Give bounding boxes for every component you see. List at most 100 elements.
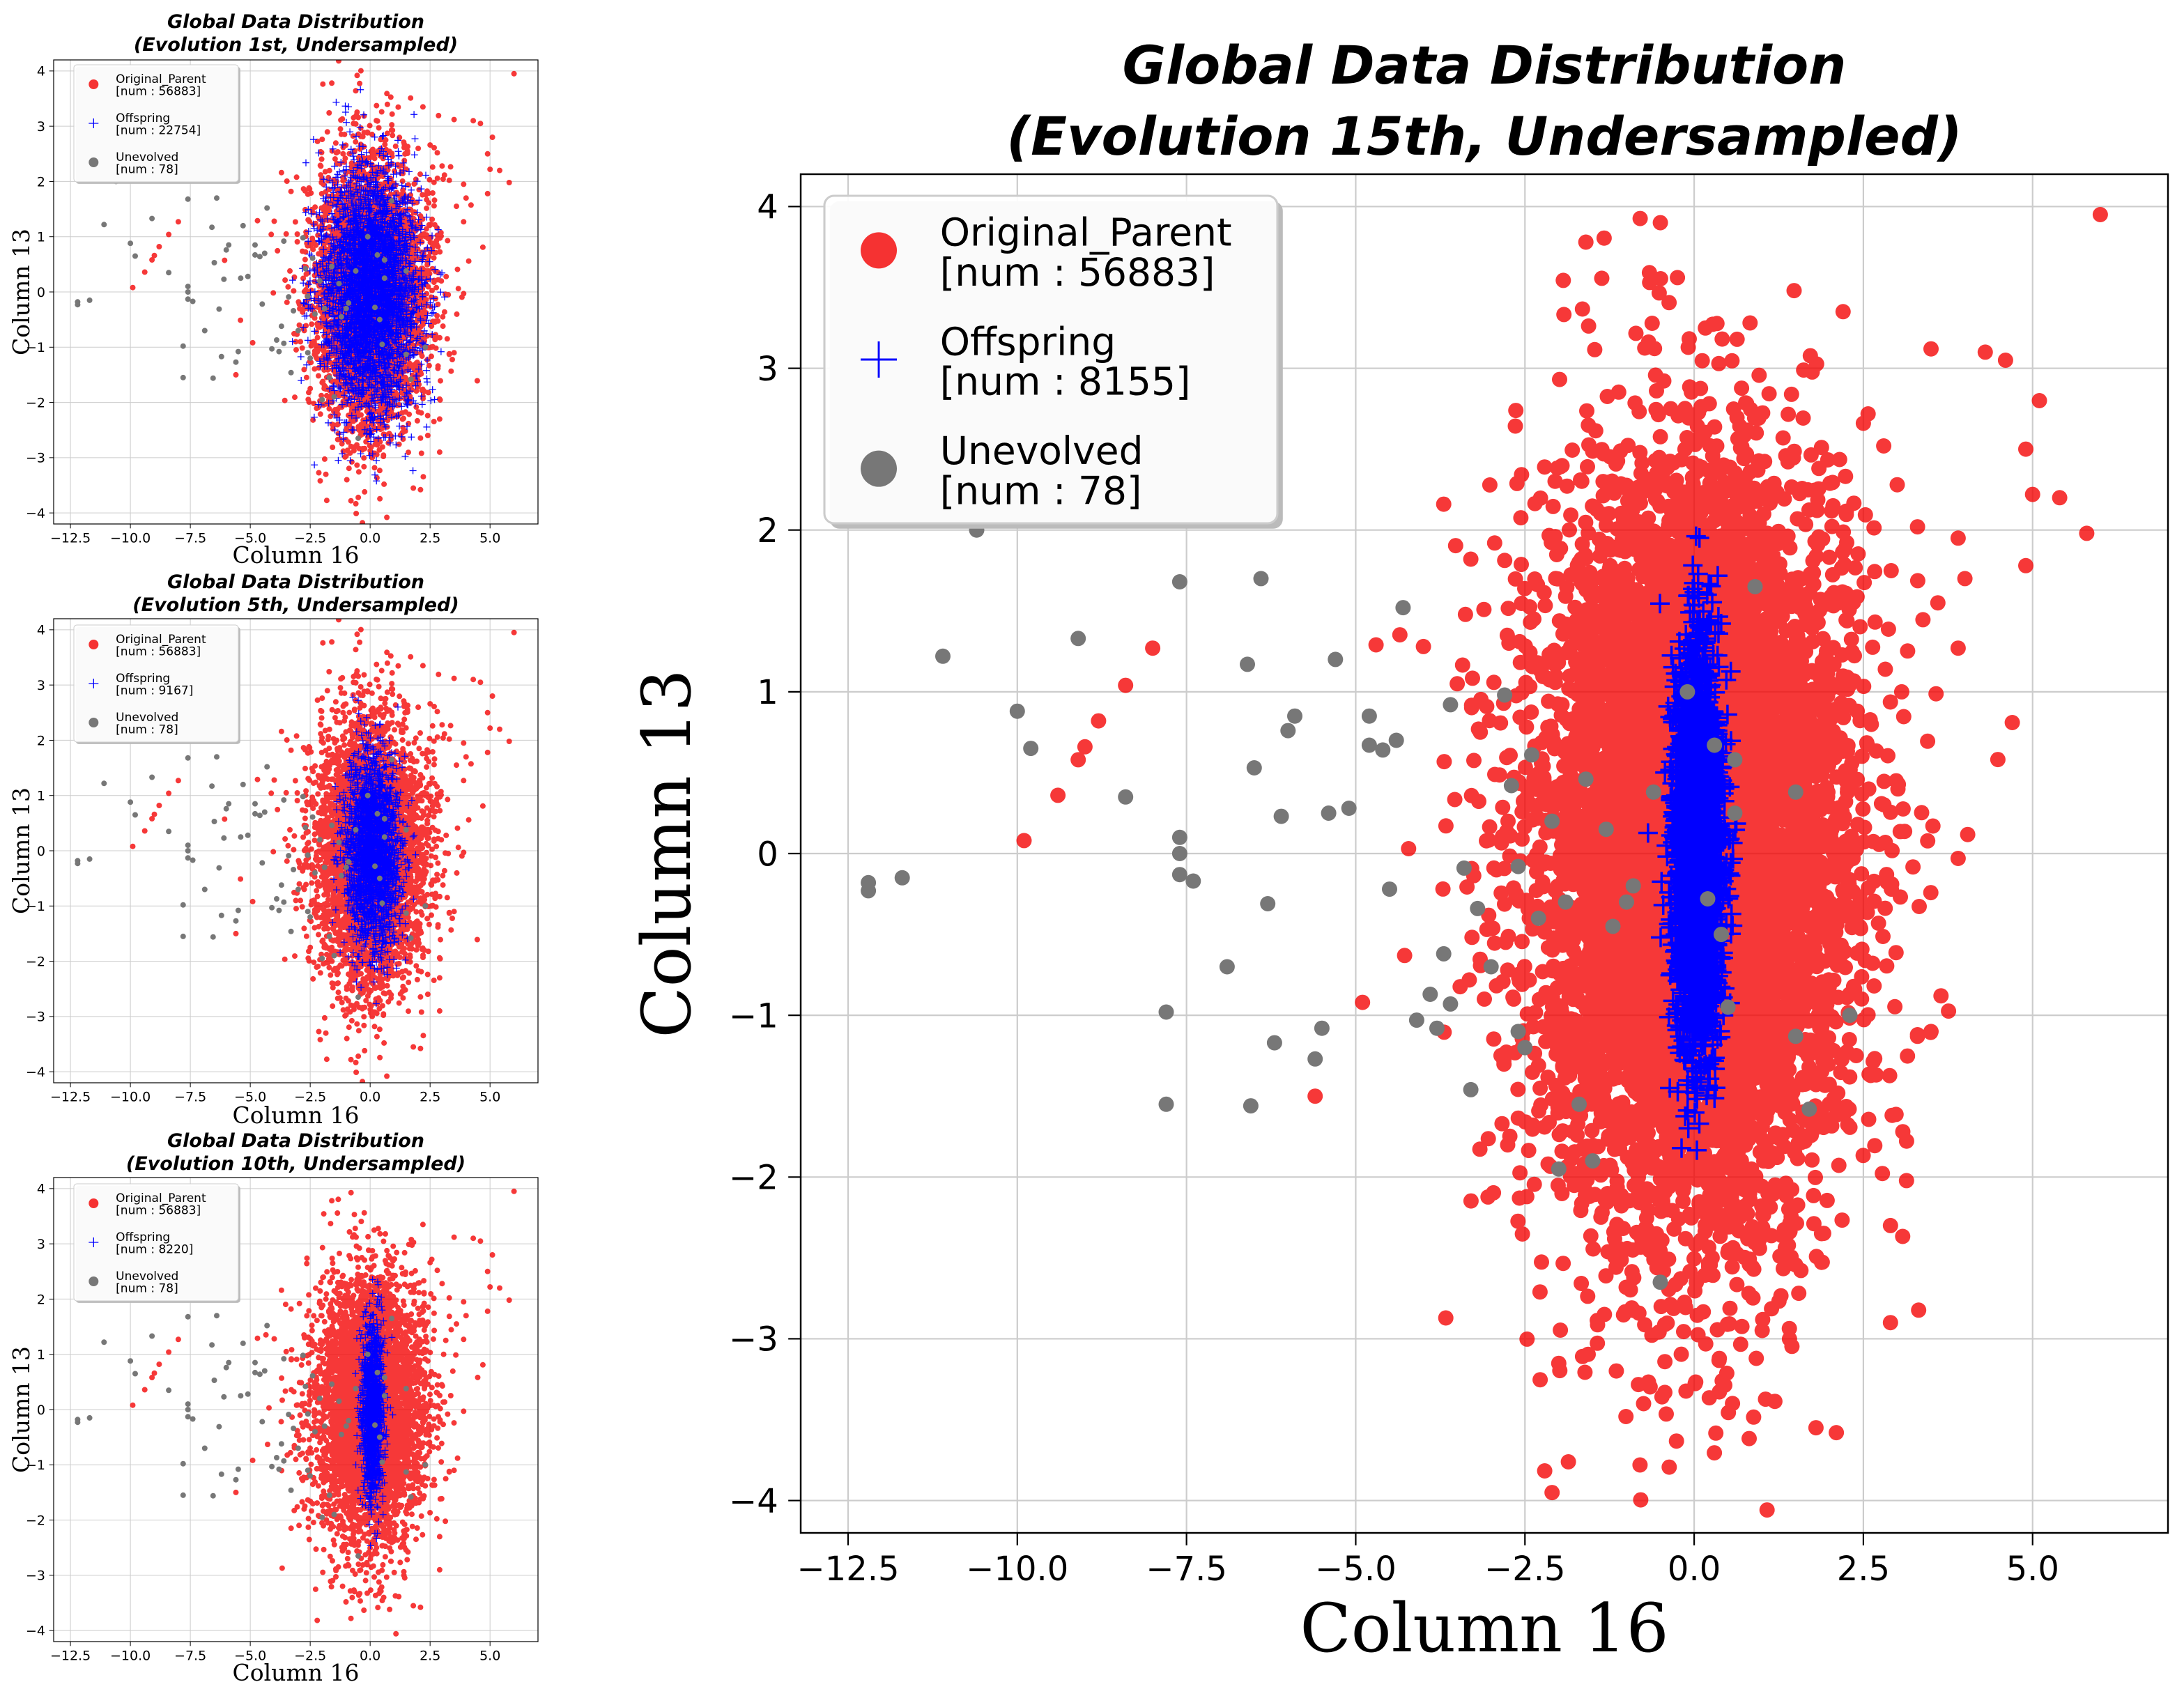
legend-count-offspring: [num : 22754] [116, 124, 201, 138]
y-tick-label: −3 [26, 451, 45, 466]
x-tick-label: −7.5 [174, 530, 206, 546]
y-tick-label: 3 [37, 678, 45, 693]
x-tick-label: −12.5 [50, 530, 91, 546]
legend-count-offspring: [num : 9167] [116, 684, 193, 698]
legend-marker-unevolved [89, 1276, 98, 1286]
y-tick-label: −2 [729, 1159, 778, 1198]
y-tick-label: −4 [729, 1482, 778, 1521]
x-tick-label: 2.5 [420, 1089, 440, 1104]
y-tick-label: −1 [729, 996, 778, 1035]
x-tick-label: −12.5 [797, 1550, 899, 1589]
y-tick-label: 2 [37, 174, 45, 190]
x-tick-label: 5.0 [479, 1089, 500, 1104]
legend: Original_Parent[num : 56883]Offspring[nu… [74, 625, 240, 744]
legend-count-original-parent: [num : 56883] [116, 645, 201, 659]
y-tick-label: 3 [757, 350, 778, 389]
legend-marker-unevolved [89, 718, 98, 727]
x-tick-label: 0.0 [1668, 1550, 1721, 1589]
legend: Original_Parent[num : 56883]Offspring[nu… [824, 196, 1283, 529]
legend-marker-unevolved [89, 157, 98, 167]
y-tick-label: 4 [37, 64, 45, 79]
y-axis-label: Column 13 [8, 787, 35, 914]
legend-marker-original-parent [89, 640, 98, 649]
y-tick-label: 2 [37, 1292, 45, 1307]
y-tick-label: 3 [37, 1237, 45, 1252]
y-tick-label: −4 [26, 506, 45, 521]
y-tick-label: 4 [757, 188, 778, 227]
y-tick-label: 1 [37, 230, 45, 245]
y-tick-label: 0 [757, 835, 778, 874]
x-tick-label: −7.5 [174, 1648, 206, 1663]
x-tick-label: −10.0 [966, 1550, 1068, 1589]
y-tick-label: 1 [37, 789, 45, 804]
x-tick-label: 5.0 [479, 1648, 500, 1663]
legend-count-offspring: [num : 8220] [116, 1243, 193, 1257]
y-axis-label: Column 13 [8, 229, 35, 355]
chart-title-line1: Global Data Distribution [167, 571, 424, 593]
y-tick-label: −4 [26, 1065, 45, 1080]
x-tick-label: 5.0 [479, 530, 500, 546]
x-tick-label: 2.5 [420, 1648, 440, 1663]
y-tick-label: 1 [37, 1348, 45, 1363]
x-tick-label: −10.0 [110, 1648, 151, 1663]
legend-count-unevolved: [num : 78] [116, 163, 178, 177]
x-tick-label: −12.5 [50, 1089, 91, 1104]
x-tick-label: 0.0 [360, 1648, 380, 1663]
chart-title-line1: Global Data Distribution [1123, 34, 1847, 96]
chart-title-line2: (Evolution 15th, Undersampled) [1006, 105, 1962, 167]
legend-count-original-parent: [num : 56883] [940, 250, 1215, 295]
y-axis-label: Column 13 [628, 669, 706, 1037]
y-tick-label: 2 [37, 733, 45, 748]
x-tick-label: 2.5 [420, 530, 440, 546]
x-tick-label: −10.0 [110, 1089, 151, 1104]
y-tick-label: −2 [26, 954, 45, 969]
chart-title-line1: Global Data Distribution [167, 11, 424, 33]
x-tick-label: 0.0 [360, 530, 380, 546]
legend-count-unevolved: [num : 78] [116, 723, 178, 737]
legend-label-original-parent: Original_Parent [940, 210, 1232, 255]
x-tick-label: 5.0 [2006, 1550, 2059, 1589]
x-axis-label: Column 16 [1300, 1589, 1668, 1667]
x-tick-label: −12.5 [50, 1648, 91, 1663]
y-tick-label: −2 [26, 395, 45, 410]
y-tick-label: 1 [757, 673, 778, 712]
y-tick-label: −3 [26, 1568, 45, 1584]
y-tick-label: 0 [37, 285, 45, 300]
x-tick-label: −7.5 [1146, 1550, 1227, 1589]
x-tick-label: −5.0 [1315, 1550, 1397, 1589]
chart-title-line2: (Evolution 1st, Undersampled) [134, 34, 458, 56]
legend-label-unevolved: Unevolved [940, 429, 1144, 473]
legend-count-unevolved: [num : 78] [116, 1282, 178, 1296]
x-axis-label: Column 16 [233, 541, 360, 569]
legend-marker-original-parent [861, 232, 897, 268]
y-tick-label: −3 [26, 1010, 45, 1025]
x-tick-label: −7.5 [174, 1089, 206, 1104]
legend-count-offspring: [num : 8155] [940, 360, 1191, 404]
y-tick-label: 2 [757, 511, 778, 550]
x-tick-label: 2.5 [1837, 1550, 1890, 1589]
legend-count-original-parent: [num : 56883] [116, 85, 201, 99]
x-axis-label: Column 16 [233, 1659, 360, 1686]
y-tick-label: −3 [729, 1320, 778, 1359]
y-tick-label: −4 [26, 1623, 45, 1639]
legend: Original_Parent[num : 56883]Offspring[nu… [74, 1184, 240, 1303]
legend-label-offspring: Offspring [940, 319, 1116, 364]
chart-title-line1: Global Data Distribution [167, 1130, 424, 1152]
x-axis-label: Column 16 [233, 1102, 360, 1129]
y-tick-label: 0 [37, 844, 45, 859]
y-tick-label: 0 [37, 1403, 45, 1418]
legend-count-unevolved: [num : 78] [940, 468, 1142, 513]
y-tick-label: 4 [37, 623, 45, 638]
legend-marker-original-parent [89, 1198, 98, 1208]
chart-title-line2: (Evolution 10th, Undersampled) [126, 1153, 466, 1175]
x-tick-label: 0.0 [360, 1089, 380, 1104]
x-tick-label: −10.0 [110, 530, 151, 546]
y-tick-label: 3 [37, 119, 45, 134]
legend-count-original-parent: [num : 56883] [116, 1204, 201, 1218]
x-tick-label: −2.5 [1484, 1550, 1566, 1589]
y-axis-label: Column 13 [8, 1346, 35, 1473]
y-tick-label: 4 [37, 1182, 45, 1197]
y-tick-label: −2 [26, 1513, 45, 1528]
legend-marker-unevolved [861, 451, 897, 487]
